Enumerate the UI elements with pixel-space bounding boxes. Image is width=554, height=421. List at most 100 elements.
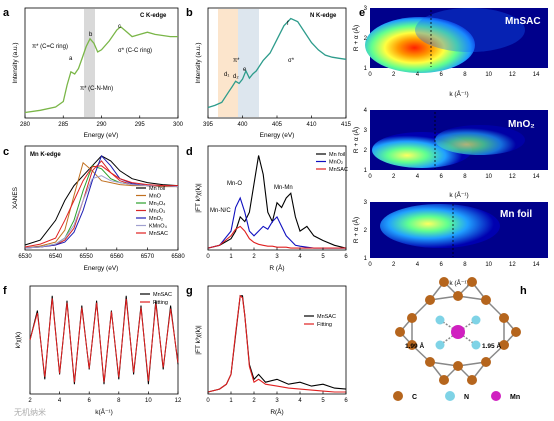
tick-label: 0 [206,254,210,260]
tick-label: 6560 [110,254,124,260]
panel-d-ann-mnmn: Mn-Mn [274,185,293,191]
tick-label: 6530 [18,254,32,260]
panel-f: f MnSAC Fitting 2 4 6 8 10 12 k(Å⁻¹) k³χ(k) [3,285,182,416]
tick-label: 2 [392,72,396,78]
tick-label: 2 [364,36,368,42]
atom-c [467,375,477,385]
panel-e-label: e [359,7,365,19]
panel-g-ylabel: |FT k³χ(k)| [195,325,202,355]
atom-n [471,315,481,325]
legend-entry: Mn₃O₄ [149,201,166,207]
atom-mn [451,325,465,339]
tick-label: 2 [392,174,396,180]
atom-c [439,375,449,385]
series-line-Fitting [29,298,179,383]
tick-label: 8 [463,174,467,180]
panel-c-ylabel: XANES [12,186,19,209]
panel-d-ann-mnnc: Mn-N/C [210,208,231,214]
legend-entry: Fitting [317,322,332,328]
panel-d-label: d [186,146,193,158]
bond-length-1: 1.99 Å [405,341,424,350]
tick-label: 5 [321,398,325,404]
atom-c [407,340,417,350]
legend-entry: MnSAC [153,292,172,298]
panel-b-ticks: 395 400 405 410 415 [203,115,352,128]
panel-g: g MnSAC Fitting 0 1 2 3 4 5 6 R(Å) |FT k³χ(k)| [186,285,348,416]
tick-label: 3 [364,128,368,134]
panel-a-ylabel: Intensity (a.u.) [12,42,19,83]
tick-label: 1 [364,168,368,174]
panel-a-label: a [3,7,10,19]
panel-a-xlabel: Energy (eV) [84,132,119,139]
panel-b-label: b [186,7,193,19]
atom-n [471,340,481,350]
panel-a-ann-sigma: σ* (C-C ring) [118,48,152,54]
atom-n [435,315,445,325]
series-line-MnSAC [207,295,347,393]
panel-f-ylabel: k³χ(k) [15,332,22,348]
wavelet-map-mno2-peak2 [435,125,525,155]
tick-label: 4 [58,398,62,404]
tick-label: 6570 [141,254,155,260]
tick-label: 0 [206,398,210,404]
atom-c [453,361,463,371]
tick-label: 6 [440,262,444,268]
legend-entry: MnSAC [149,231,168,237]
atom-c [499,340,509,350]
wavelet-map-mnsac-name: MnSAC [505,16,541,27]
panel-d-series [207,155,347,249]
panel-g-frame [207,285,347,395]
panel-g-legend: MnSAC Fitting [304,314,336,328]
panel-b-shade-1 [218,9,238,117]
panel-b-title: N K-edge [310,13,337,19]
panel-a-frame [24,7,179,119]
tick-label: 0 [368,174,372,180]
panel-b-ann-f: f [287,21,289,27]
panel-b-ann-d2: d₂ [233,74,239,80]
wavelet-map-mno2-name: MnO₂ [508,119,535,130]
tick-label: 14 [533,262,540,268]
tick-label: 1 [364,256,368,262]
panel-d-ann-mno: Mn-O [227,181,242,187]
tick-label: 8 [117,398,121,404]
panel-b-xlabel: Energy (eV) [260,132,295,139]
wavelet-map-mnsac-tail [415,8,525,52]
series-line-MnO₂ [207,196,346,249]
series-line-MnSAC [24,165,178,248]
atom-c [481,357,491,367]
tick-label: 400 [237,122,248,128]
legend-entry: MnSAC [317,314,336,320]
series-line-Fitting [207,294,346,393]
wavelet-map-mnfoil-peak [380,204,500,248]
series-line-MnSAC [207,225,346,249]
panel-a-ann-b: b [89,32,93,38]
tick-label: 2 [364,148,368,154]
tick-label: 295 [135,122,146,128]
tick-label: 4 [364,108,368,114]
tick-label: 415 [341,122,352,128]
panel-b-shade-2 [238,9,259,117]
tick-label: 6 [344,398,348,404]
mnn4-structure [395,277,521,385]
tick-label: 3 [364,6,368,12]
tick-label: 0 [368,72,372,78]
panel-f-series [29,295,179,385]
atom-c [467,277,477,287]
tick-label: 300 [173,122,184,128]
atom-c [407,313,417,323]
tick-label: 6 [440,72,444,78]
atom-c [511,327,521,337]
tick-label: 2 [392,262,396,268]
atom-c [481,295,491,305]
tick-label: 3 [275,398,279,404]
panel-a-ann-pi-ring: π* (C=C ring) [32,44,68,50]
tick-label: 8 [463,72,467,78]
tick-label: 8 [463,262,467,268]
tick-label: 4 [298,254,302,260]
panel-e-ylabel-1: R + α (Å) [351,25,360,51]
panel-g-xlabel: R(Å) [270,407,283,416]
